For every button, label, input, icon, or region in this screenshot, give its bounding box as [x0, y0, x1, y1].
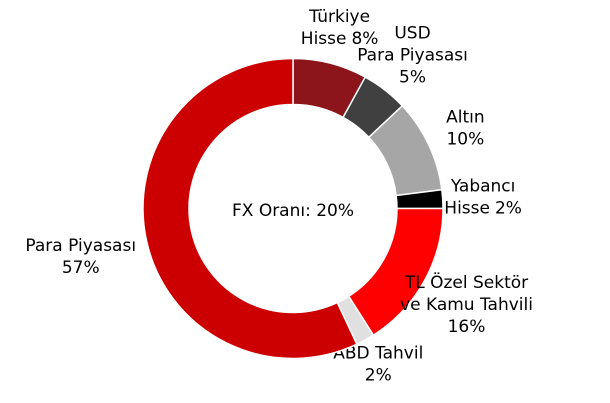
label-value: 16% — [448, 317, 486, 337]
donut-slice — [142, 57, 358, 360]
label-name: USD — [394, 23, 430, 43]
slice-label: Yabancı Hisse 2% — [444, 177, 522, 219]
label-value: 57% — [62, 258, 100, 278]
label-value: 2% — [495, 199, 522, 219]
label-name: Para Piyasası — [25, 236, 136, 256]
donut-slice — [347, 207, 444, 337]
label-name: Yabancı — [450, 177, 516, 197]
slice-label: Türkiye Hisse 8% — [301, 7, 379, 49]
label-name: TL Özel Sektör — [404, 271, 528, 293]
slice-label: USD Para Piyasası 5% — [357, 23, 468, 87]
center-text: FX Oranı: 20% — [232, 201, 354, 221]
label-value: 2% — [365, 366, 392, 386]
label-value: 8% — [351, 29, 378, 49]
slice-label: ABD Tahvil 2% — [333, 344, 423, 386]
label-name: ABD Tahvil — [333, 344, 423, 364]
slice-label: TL Özel Sektör ve Kamu Tahvili 16% — [400, 271, 533, 337]
label-name: Hisse — [301, 29, 347, 49]
slice-label: Altın 10% — [446, 107, 485, 149]
label-name: Altın — [446, 107, 485, 127]
label-name: Türkiye — [308, 7, 370, 27]
label-value: 10% — [446, 129, 484, 149]
slice-label: Para Piyasası 57% — [25, 236, 136, 278]
label-name: ve Kamu Tahvili — [400, 295, 533, 315]
label-name: Para Piyasası — [357, 45, 468, 65]
label-name: Hisse — [444, 199, 490, 219]
label-value: 5% — [399, 67, 426, 87]
